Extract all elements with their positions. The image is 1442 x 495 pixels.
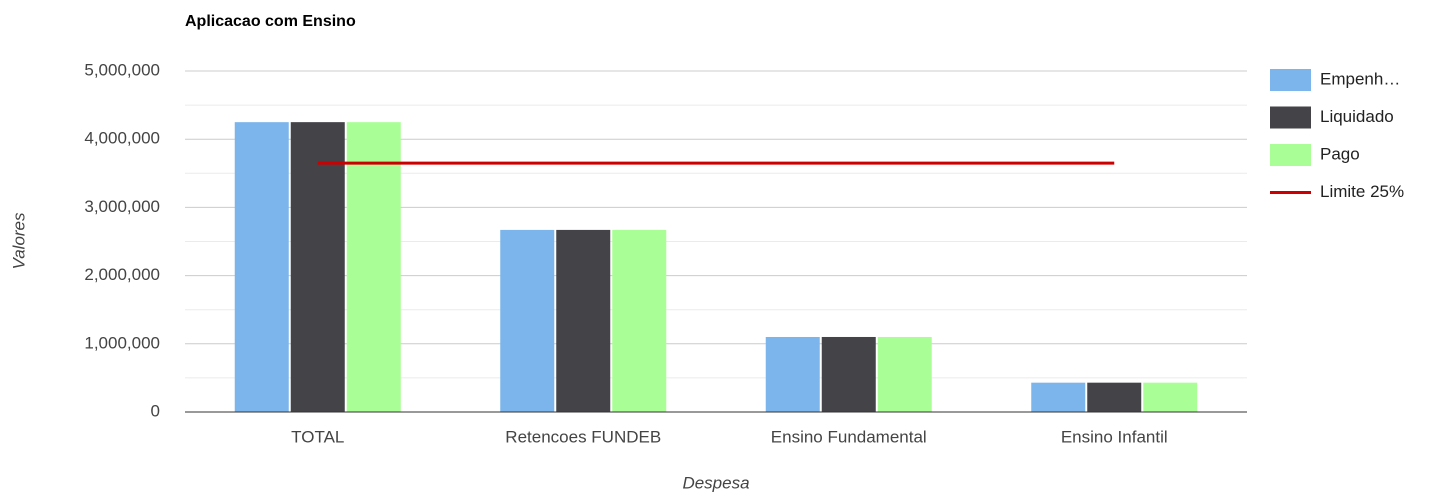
x-axis-title: Despesa — [682, 473, 749, 492]
bar — [290, 122, 345, 413]
legend-swatch — [1270, 69, 1311, 91]
x-tick-label: Ensino Fundamental — [771, 427, 927, 446]
y-tick-label: 3,000,000 — [84, 197, 160, 216]
legend-label: Limite 25% — [1320, 182, 1404, 201]
bar — [234, 122, 289, 413]
chart-title: Aplicacao com Ensino — [185, 13, 356, 30]
y-axis-title: Valores — [9, 212, 28, 270]
bar — [765, 336, 820, 412]
bar — [500, 229, 555, 412]
bar — [556, 229, 611, 412]
bar — [346, 122, 401, 413]
x-tick-label: Ensino Infantil — [1061, 427, 1168, 446]
bar — [1143, 382, 1198, 412]
y-tick-label: 4,000,000 — [84, 129, 160, 148]
y-tick-label: 2,000,000 — [84, 265, 160, 284]
legend-label: Liquidado — [1320, 107, 1394, 126]
bar — [877, 336, 932, 412]
bar — [821, 336, 876, 412]
y-tick-label: 1,000,000 — [84, 333, 160, 352]
x-tick-label: Retencoes FUNDEB — [505, 427, 661, 446]
legend-swatch — [1270, 106, 1311, 129]
y-tick-label: 5,000,000 — [84, 60, 160, 79]
legend-label: Pago — [1320, 144, 1360, 163]
legend-swatch — [1270, 144, 1311, 166]
legend-label: Empenh… — [1320, 69, 1400, 88]
y-tick-label: 0 — [151, 401, 160, 420]
bar — [1031, 382, 1086, 412]
x-tick-label: TOTAL — [291, 427, 344, 446]
bar — [612, 229, 667, 412]
bar — [1087, 382, 1142, 412]
